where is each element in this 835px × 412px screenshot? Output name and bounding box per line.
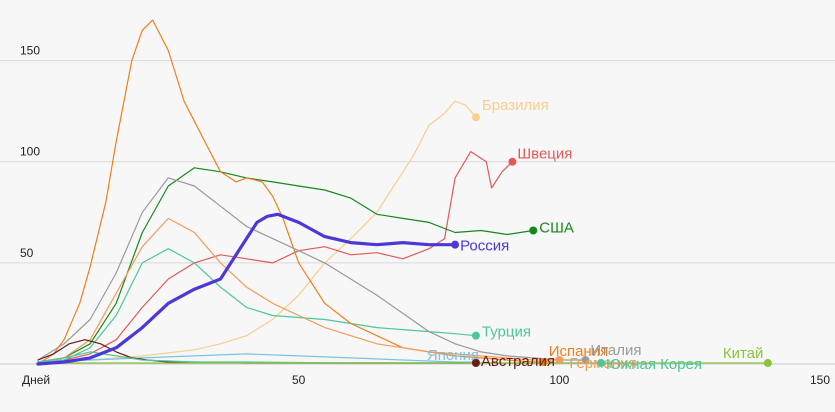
series-line-турция xyxy=(37,248,477,365)
x-axis-label: Дней xyxy=(22,373,50,387)
series-endpoint-бразилия xyxy=(471,113,480,122)
series-endpoint-турция xyxy=(471,331,480,340)
x-tick-label: 150 xyxy=(810,373,830,387)
series-lines xyxy=(36,19,769,366)
x-tick-label: 50 xyxy=(292,373,306,387)
series-label-испания: Испания xyxy=(549,343,609,360)
series-endpoint-италия xyxy=(581,355,590,364)
series-endpoint-южная-корея xyxy=(597,358,606,367)
series-label-бразилия: Бразилия xyxy=(482,97,549,114)
series-line-россия xyxy=(36,212,457,366)
y-tick-label: 100 xyxy=(20,145,40,159)
series-endpoint-швеция xyxy=(508,157,517,166)
series-line-сша xyxy=(37,167,534,363)
series-label-швеция: Швеция xyxy=(517,146,572,163)
series-line-япония xyxy=(37,353,477,363)
series-endpoint-китай xyxy=(763,358,772,367)
tick-labels: 50 100 150 50 100 150 xyxy=(20,44,830,387)
x-tick-label: 100 xyxy=(549,373,569,387)
y-tick-label: 150 xyxy=(20,44,40,58)
series-label-россия: Россия xyxy=(460,238,509,255)
series-endpoint-россия xyxy=(451,240,460,249)
series-label-австралия: Австралия xyxy=(481,353,555,370)
series-endpoint-германия xyxy=(555,355,564,364)
series-label-япония: Япония xyxy=(427,347,479,364)
series-line-швеция xyxy=(37,151,513,363)
series-label-южная-корея: Южная Корея xyxy=(606,356,702,373)
series-label-турция: Турция xyxy=(482,324,531,341)
series-label-италия: Италия xyxy=(590,342,641,359)
series-labels: Бразилия Швеция США Россия Турция ИспанияИтал… xyxy=(427,97,772,373)
series-endpoint-австралия xyxy=(471,358,480,367)
grid xyxy=(0,60,835,365)
series-line-германия xyxy=(37,217,560,365)
series-label-сша: США xyxy=(539,219,574,236)
series-label-китай: Китай xyxy=(723,345,764,362)
series-line-италия xyxy=(37,177,586,361)
series-endpoint-испания xyxy=(539,357,548,366)
y-tick-label: 50 xyxy=(20,246,34,260)
series-endpoint-сша xyxy=(529,226,538,235)
